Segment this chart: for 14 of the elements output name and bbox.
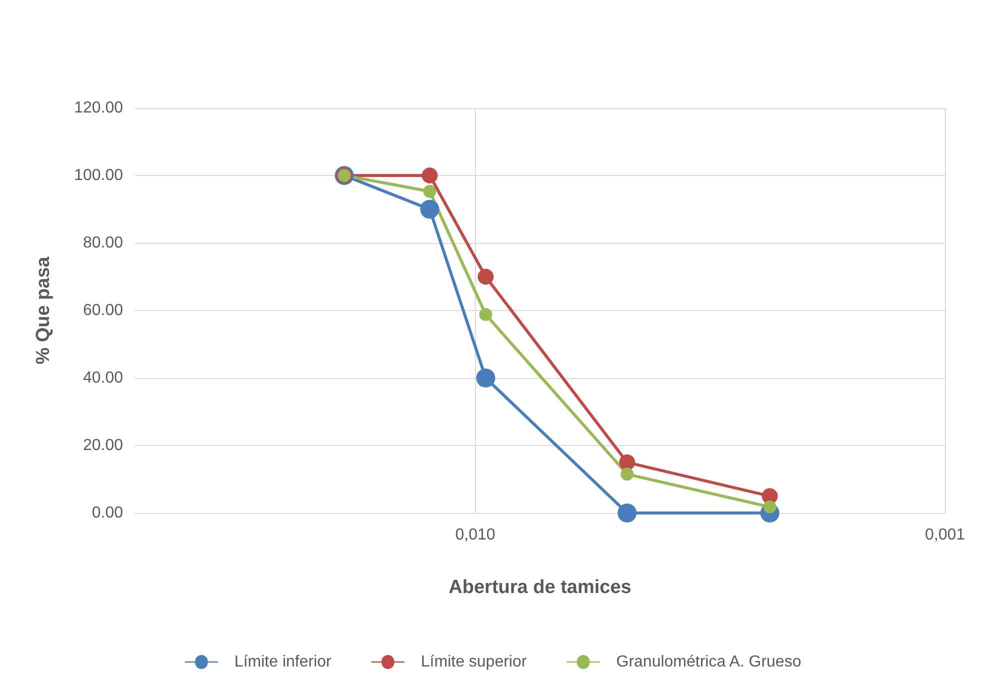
y-tick-label: 80.00 — [82, 234, 124, 252]
y-tick-label: 100.00 — [74, 167, 124, 184]
y-axis-title: % Que pasa — [33, 256, 54, 364]
x-tick-label: 0,001 — [924, 526, 966, 544]
y-tick-label: 40.00 — [82, 370, 124, 386]
y-tick-label: 60.00 — [82, 302, 124, 319]
legend-label: Límite superior — [420, 654, 528, 670]
legend-label: Límite inferior — [234, 654, 332, 670]
x-tick-label: 0,010 — [455, 526, 496, 544]
legend-label: Granulométrica A. Grueso — [616, 654, 802, 670]
x-axis-title: Abertura de tamices — [448, 577, 632, 598]
y-tick-label: 120.00 — [74, 100, 124, 116]
y-tick-label: 0.00 — [92, 504, 124, 522]
y-tick-label: 20.00 — [82, 437, 124, 454]
